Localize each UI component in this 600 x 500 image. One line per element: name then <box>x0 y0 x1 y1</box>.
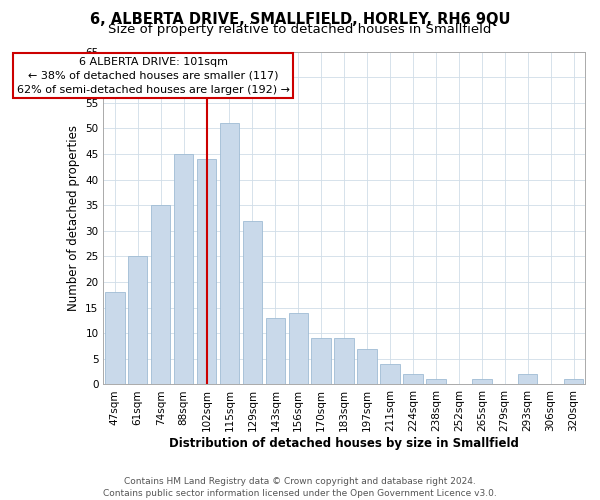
Bar <box>128 256 148 384</box>
Bar <box>105 292 125 384</box>
Bar <box>151 205 170 384</box>
Bar <box>289 312 308 384</box>
Bar <box>174 154 193 384</box>
X-axis label: Distribution of detached houses by size in Smallfield: Distribution of detached houses by size … <box>169 437 519 450</box>
Bar <box>242 220 262 384</box>
Bar <box>266 318 285 384</box>
Bar <box>380 364 400 384</box>
Y-axis label: Number of detached properties: Number of detached properties <box>67 125 80 311</box>
Bar <box>518 374 538 384</box>
Bar <box>426 380 446 384</box>
Bar <box>358 348 377 384</box>
Bar <box>197 159 217 384</box>
Text: Size of property relative to detached houses in Smallfield: Size of property relative to detached ho… <box>109 22 491 36</box>
Bar <box>334 338 354 384</box>
Bar <box>564 380 583 384</box>
Bar <box>311 338 331 384</box>
Bar <box>220 123 239 384</box>
Bar <box>403 374 423 384</box>
Text: Contains HM Land Registry data © Crown copyright and database right 2024.
Contai: Contains HM Land Registry data © Crown c… <box>103 476 497 498</box>
Bar <box>472 380 491 384</box>
Text: 6, ALBERTA DRIVE, SMALLFIELD, HORLEY, RH6 9QU: 6, ALBERTA DRIVE, SMALLFIELD, HORLEY, RH… <box>90 12 510 28</box>
Text: 6 ALBERTA DRIVE: 101sqm
← 38% of detached houses are smaller (117)
62% of semi-d: 6 ALBERTA DRIVE: 101sqm ← 38% of detache… <box>17 57 290 95</box>
